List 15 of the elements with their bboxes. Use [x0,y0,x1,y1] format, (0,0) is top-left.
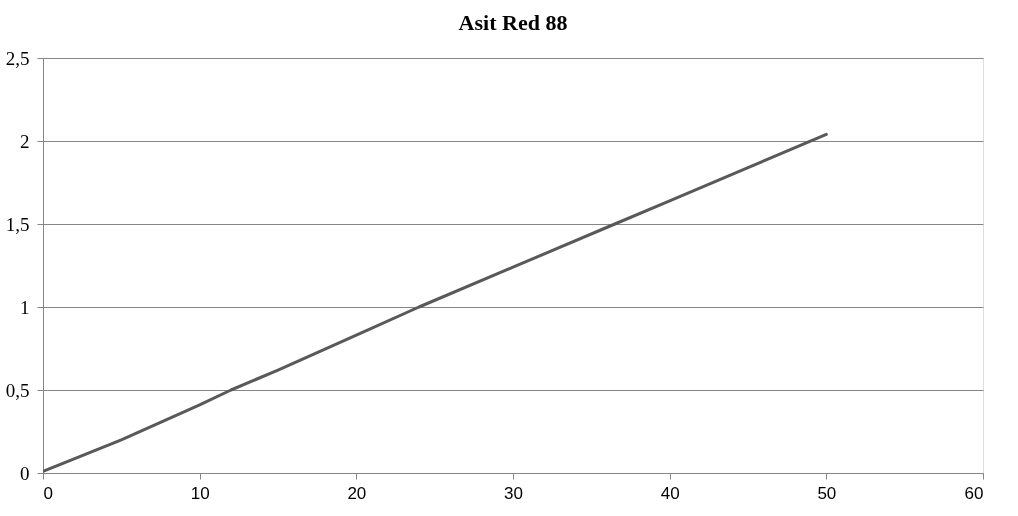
x-tick-label: 0 [43,483,53,503]
y-tick-label: 1 [20,296,30,318]
y-tick-label: 0,5 [5,379,30,401]
y-tick-label: 1,5 [5,213,30,235]
y-tick-label: 0 [20,462,30,484]
chart-title: Asit Red 88 [458,10,568,35]
x-tick-label: 10 [190,483,210,503]
y-tick-label: 2,5 [5,47,30,69]
x-tick-label: 60 [964,483,984,503]
x-tick-label: 20 [347,483,367,503]
x-tick-label: 50 [817,483,837,503]
line-series [43,132,828,473]
y-tick-label: 2 [20,130,30,152]
x-tick-label: 40 [660,483,680,503]
x-tick-label: 30 [504,483,523,503]
